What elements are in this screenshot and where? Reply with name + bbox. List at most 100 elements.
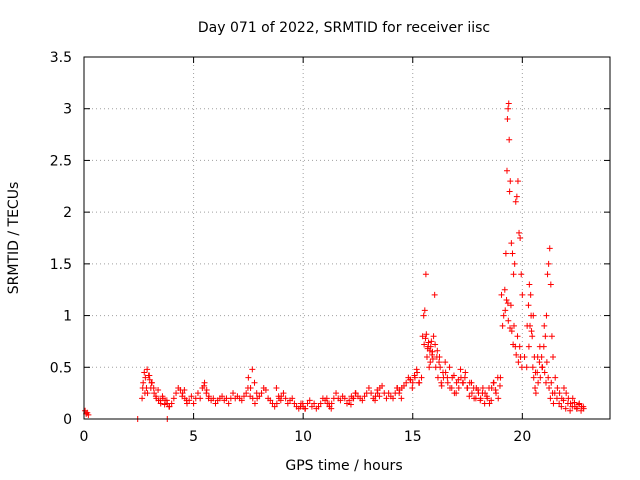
data-point [560, 397, 567, 404]
data-point [442, 359, 449, 366]
data-point [448, 384, 455, 391]
data-point [468, 390, 475, 397]
data-point [436, 359, 443, 366]
data-point [498, 291, 505, 298]
data-point [431, 291, 438, 298]
data-point [525, 302, 532, 309]
data-point [575, 401, 582, 408]
data-point [515, 359, 522, 366]
data-point [434, 374, 441, 381]
data-point [518, 271, 525, 278]
data-point [535, 379, 542, 386]
data-point [494, 374, 501, 381]
data-point [212, 400, 219, 407]
data-point [275, 393, 282, 400]
data-point [311, 400, 318, 407]
data-point [453, 379, 460, 386]
data-point [529, 333, 536, 340]
data-point [323, 395, 330, 402]
data-point [468, 379, 475, 386]
data-point [249, 366, 256, 373]
data-point [188, 393, 195, 400]
data-point [161, 401, 168, 408]
data-point [507, 302, 514, 309]
data-point [225, 400, 232, 407]
data-point [374, 387, 381, 394]
data-point [526, 281, 533, 288]
data-point [203, 390, 210, 397]
data-point [571, 399, 578, 406]
data-point [219, 393, 226, 400]
data-point [550, 353, 557, 360]
data-point [155, 387, 162, 394]
data-point [558, 403, 565, 410]
y-tick-label: 3.5 [50, 50, 72, 66]
data-point [483, 393, 490, 400]
data-point [548, 379, 555, 386]
data-point [418, 374, 425, 381]
data-point [505, 317, 512, 324]
data-point [507, 324, 514, 331]
data-point [350, 395, 357, 402]
data-point [429, 356, 436, 363]
data-point [513, 351, 520, 358]
data-point [359, 397, 366, 404]
data-point [291, 400, 298, 407]
data-point [492, 387, 499, 394]
data-point [444, 379, 451, 386]
data-point [328, 405, 335, 412]
data-point [163, 397, 170, 404]
data-point [168, 400, 175, 407]
data-point [512, 198, 519, 205]
data-point [550, 400, 557, 407]
data-point [152, 393, 159, 400]
data-point [507, 178, 514, 185]
data-point [530, 312, 537, 319]
data-point [446, 364, 453, 371]
data-point [230, 390, 237, 397]
data-point [365, 384, 372, 391]
data-point [240, 393, 247, 400]
data-point [502, 250, 509, 257]
data-point [390, 395, 397, 402]
data-point [569, 403, 576, 410]
y-tick-label: 0.5 [50, 360, 72, 376]
data-point [554, 384, 561, 391]
data-point [518, 364, 525, 371]
data-point [194, 390, 201, 397]
y-tick-label: 1 [63, 309, 72, 325]
data-point [436, 353, 443, 360]
data-point [534, 369, 541, 376]
data-point [537, 374, 544, 381]
y-tick-label: 2 [63, 205, 72, 221]
data-point [244, 384, 251, 391]
data-point [273, 400, 280, 407]
data-point [455, 376, 462, 383]
data-point [503, 297, 510, 304]
data-point [173, 390, 180, 397]
data-point [238, 397, 245, 404]
data-point [396, 390, 403, 397]
data-point [564, 400, 571, 407]
data-point [569, 395, 576, 402]
data-point [438, 382, 445, 389]
data-point [306, 397, 313, 404]
data-point [245, 374, 252, 381]
data-point [422, 335, 429, 342]
y-axis-label: SRMTID / TECUs [6, 182, 22, 295]
data-point [301, 405, 308, 412]
data-point [289, 395, 296, 402]
data-point [553, 395, 560, 402]
data-point [415, 379, 422, 386]
axis-ticks [83, 56, 610, 420]
data-point [511, 260, 518, 267]
x-tick-label: 15 [404, 429, 422, 445]
data-point [271, 403, 278, 410]
data-point [344, 400, 350, 407]
data-point [546, 384, 553, 391]
data-point [308, 403, 315, 410]
data-point [514, 333, 521, 340]
data-point [450, 372, 457, 379]
data-point [426, 364, 433, 371]
data-point [546, 245, 553, 252]
